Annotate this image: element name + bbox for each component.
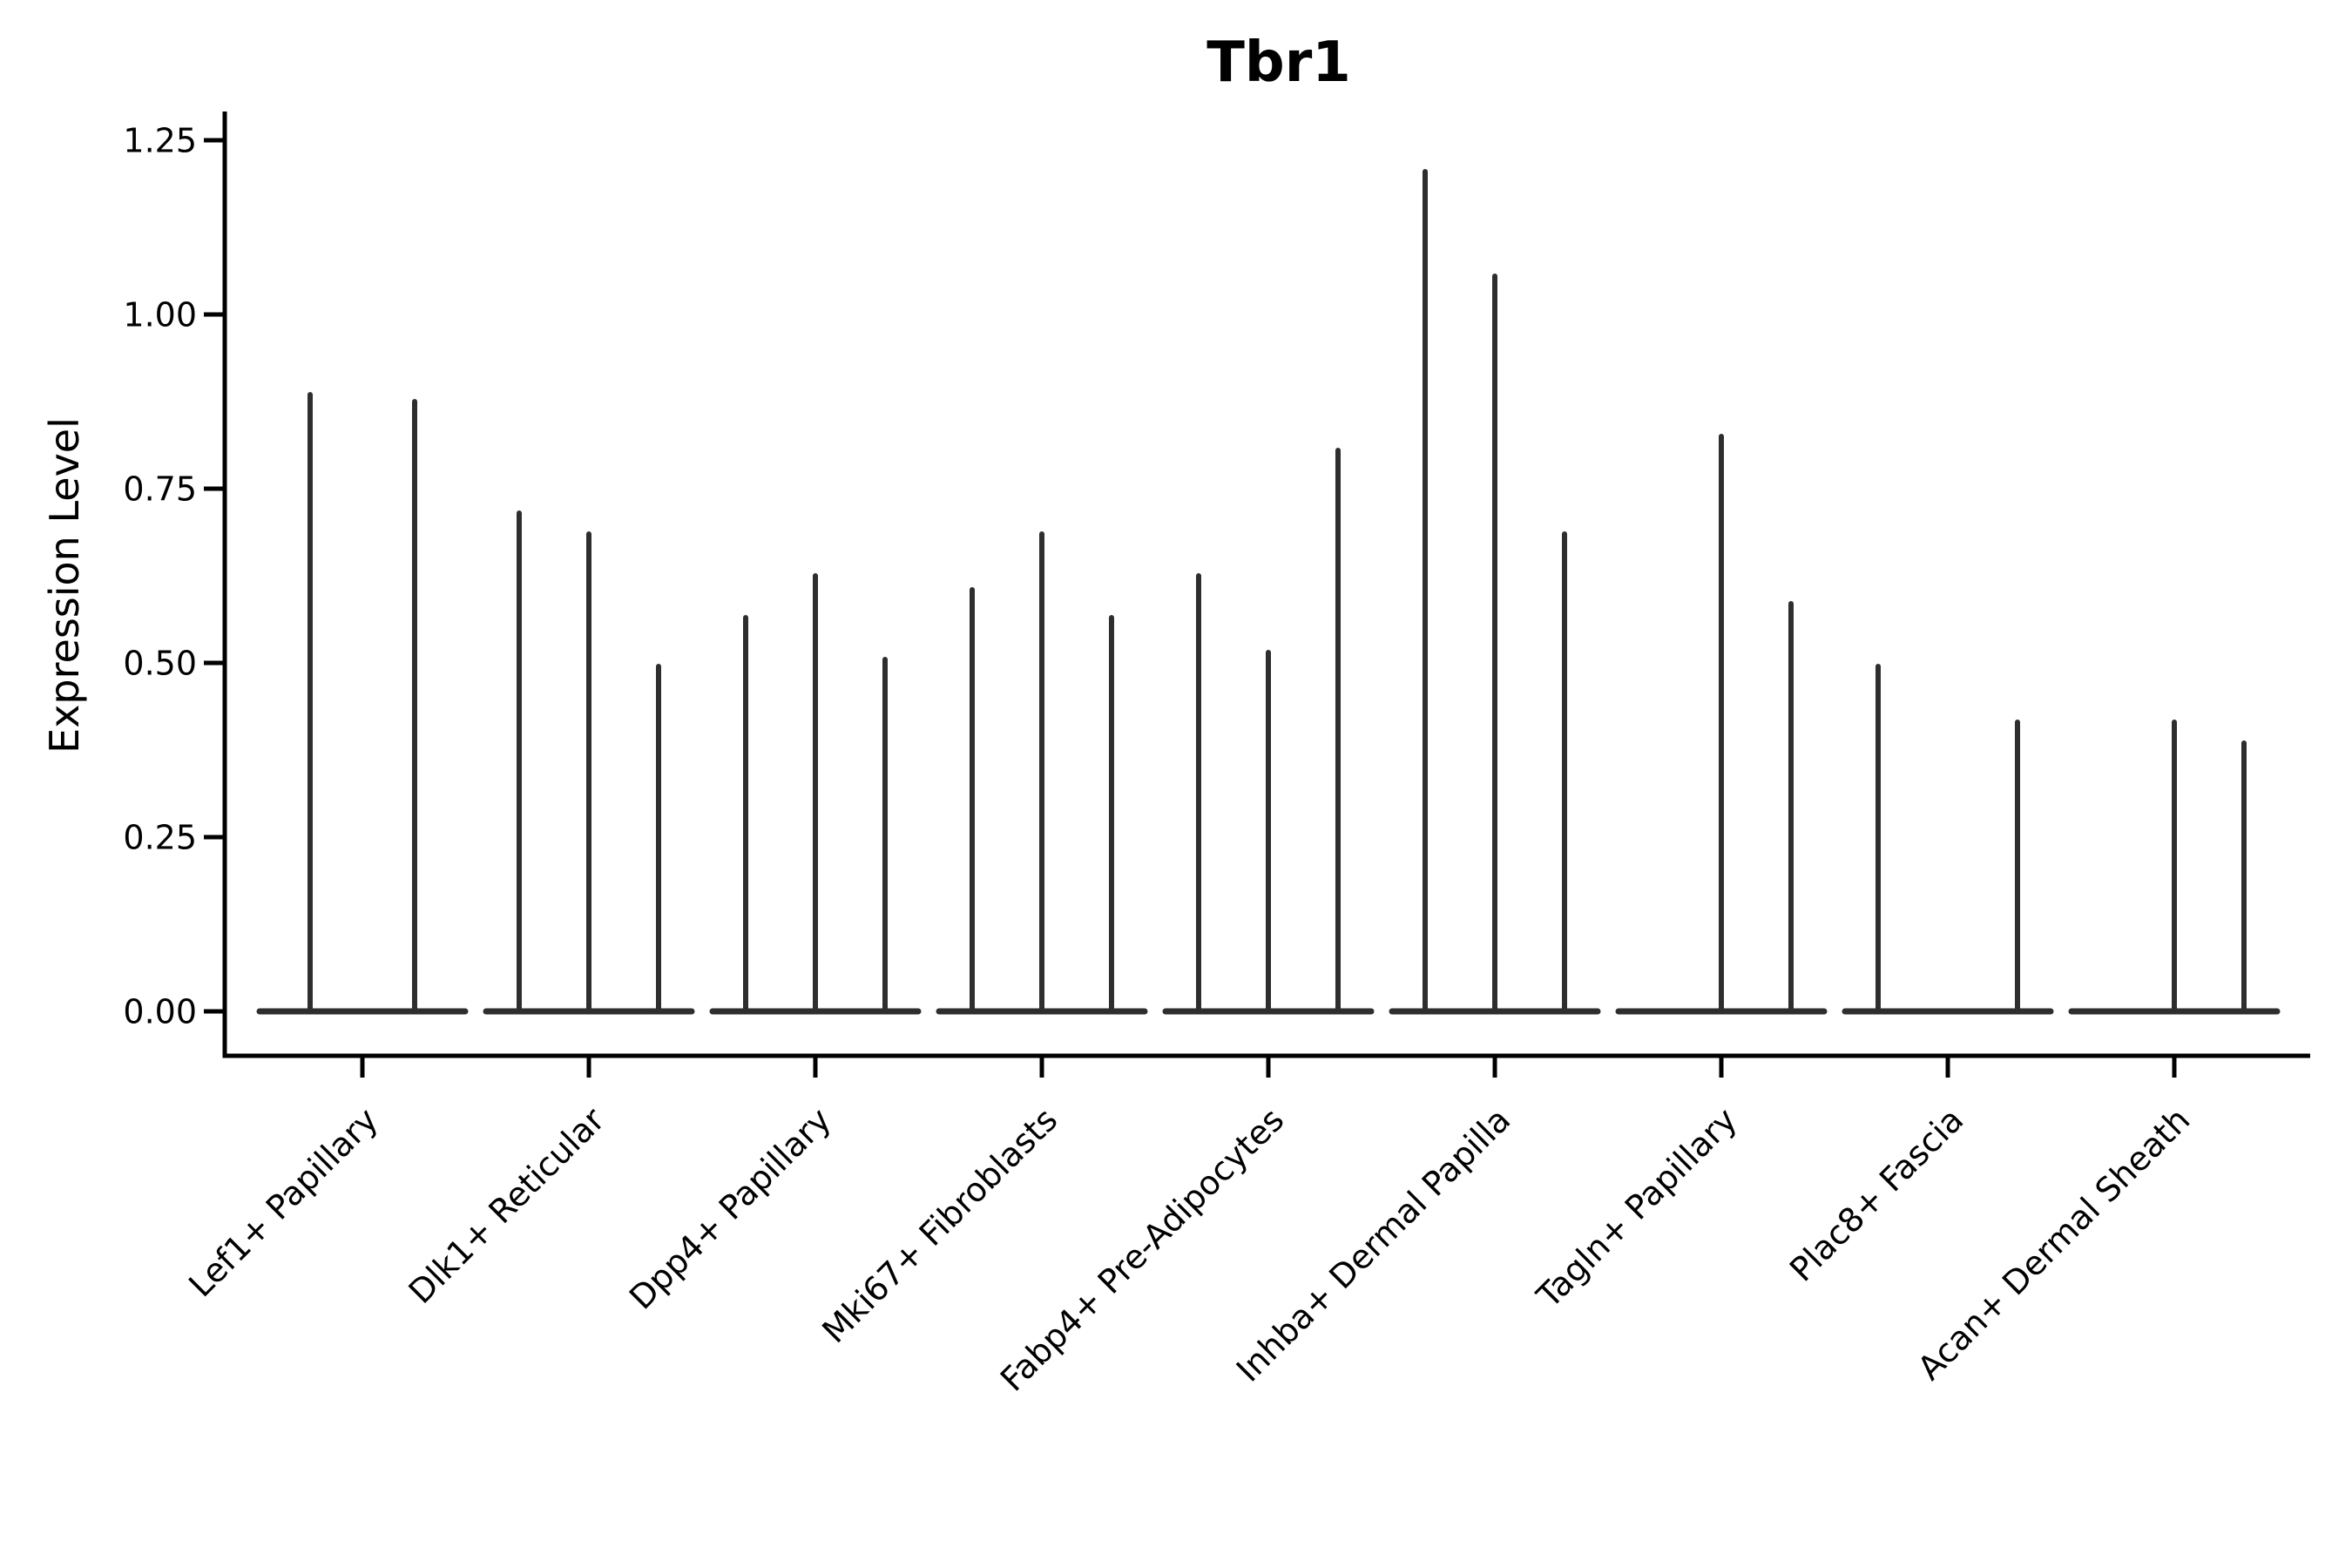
chart-title: Tbr1 (1206, 30, 1351, 95)
x-category-label: Plac8+ Fascia (1782, 1100, 1970, 1288)
y-tick-label: 0.50 (123, 645, 197, 683)
x-category-label: Tagln+ Papillary (1529, 1100, 1744, 1315)
y-tick-label: 0.00 (123, 993, 197, 1031)
x-category-label: Dpp4+ Papillary (622, 1100, 838, 1316)
x-category-label: Lef1+ Papillary (181, 1100, 385, 1304)
y-tick-label: 1.00 (123, 296, 197, 335)
y-tick-label: 1.25 (123, 122, 197, 160)
y-tick-label: 0.25 (123, 819, 197, 857)
x-category-label: Mki67+ Fibroblasts (814, 1100, 1064, 1350)
x-category-label: Dlk1+ Reticular (402, 1100, 612, 1311)
y-tick-label: 0.75 (123, 470, 197, 509)
